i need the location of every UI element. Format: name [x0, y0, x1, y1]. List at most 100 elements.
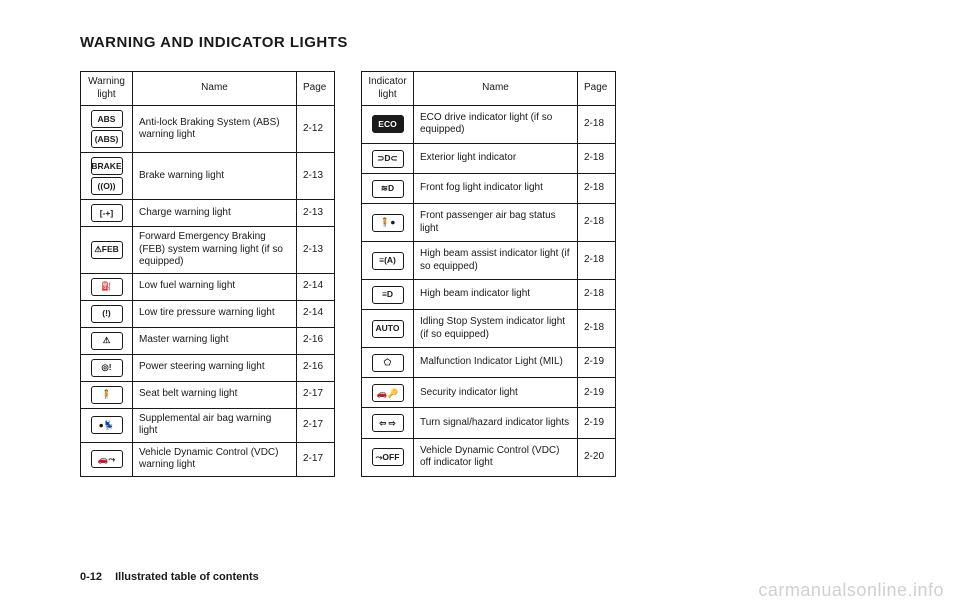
footer-text: Illustrated table of contents [115, 571, 259, 583]
table-row: 🚗⤳ Vehicle Dynamic Control (VDC) warning … [81, 442, 335, 476]
indicator-icon: (ABS) [91, 130, 123, 148]
cell-name: ECO drive indicator light (if so equippe… [414, 106, 578, 144]
indicator-icon: 🚗⤳ [91, 450, 123, 468]
indicator-icon: ≡(A) [372, 252, 404, 270]
table-row: BRAKE ((O)) Brake warning light2-13 [81, 153, 335, 200]
cell-page: 2-19 [578, 348, 616, 378]
th-icon: Warning light [81, 72, 133, 106]
indicator-icon: 🧍● [372, 214, 404, 232]
cell-page: 2-18 [578, 310, 616, 348]
cell-page: 2-13 [297, 200, 335, 227]
cell-icon: BRAKE ((O)) [81, 153, 133, 200]
cell-page: 2-18 [578, 106, 616, 144]
cell-page: 2-18 [578, 242, 616, 280]
cell-icon: ⊃D⊂ [362, 143, 414, 173]
cell-name: Forward Emergency Braking (FEB) system w… [133, 227, 297, 274]
indicator-icon: (!) [91, 305, 123, 323]
cell-name: Supplemental air bag warning light [133, 408, 297, 442]
cell-icon: ≡D [362, 280, 414, 310]
table-row: ⤳OFF Vehicle Dynamic Control (VDC) off in… [362, 438, 616, 476]
indicator-icon: ((O)) [91, 177, 123, 195]
th-name: Name [133, 72, 297, 106]
th-page: Page [297, 72, 335, 106]
table-row: ⬠ Malfunction Indicator Light (MIL)2-19 [362, 348, 616, 378]
indicator-icon: ≋D [372, 180, 404, 198]
indicator-icon: ABS [91, 110, 123, 128]
cell-page: 2-14 [297, 300, 335, 327]
indicator-icon: ◎! [91, 359, 123, 377]
th-page: Page [578, 72, 616, 106]
cell-icon: 🧍 [81, 381, 133, 408]
table-row: ●💺 Supplemental air bag warning light2-17 [81, 408, 335, 442]
cell-page: 2-17 [297, 381, 335, 408]
table-row: ◎! Power steering warning light2-16 [81, 354, 335, 381]
table-row: ≡(A) High beam assist indicator light (if… [362, 242, 616, 280]
cell-icon: ⛽ [81, 273, 133, 300]
cell-name: Security indicator light [414, 378, 578, 408]
cell-name: Vehicle Dynamic Control (VDC) off indica… [414, 438, 578, 476]
table-row: 🚗🔑Security indicator light2-19 [362, 378, 616, 408]
cell-name: Power steering warning light [133, 354, 297, 381]
cell-name: Idling Stop System indicator light (if s… [414, 310, 578, 348]
indicator-icon: AUTO [372, 320, 404, 338]
cell-icon: ABS (ABS) [81, 106, 133, 153]
cell-name: Seat belt warning light [133, 381, 297, 408]
indicator-table: Indicator light Name Page ECOECO drive i… [361, 71, 616, 477]
cell-name: Malfunction Indicator Light (MIL) [414, 348, 578, 378]
indicator-icon: ⚠FEB [91, 241, 123, 259]
table-row: ⚠Master warning light2-16 [81, 327, 335, 354]
cell-page: 2-17 [297, 408, 335, 442]
table-row: (!) Low tire pressure warning light2-14 [81, 300, 335, 327]
cell-page: 2-14 [297, 273, 335, 300]
table-row: AUTO Idling Stop System indicator light (… [362, 310, 616, 348]
cell-icon: (!) [81, 300, 133, 327]
cell-icon: 🚗⤳ [81, 442, 133, 476]
indicator-icon: ⤳OFF [372, 448, 404, 466]
footer-page: 0-12 [80, 571, 102, 583]
table-row: ABS (ABS) Anti-lock Braking System (ABS) w… [81, 106, 335, 153]
indicator-icon: ECO [372, 115, 404, 133]
cell-name: Exterior light indicator [414, 143, 578, 173]
cell-name: Front passenger air bag status light [414, 204, 578, 242]
cell-page: 2-18 [578, 174, 616, 204]
watermark: carmanualsonline.info [758, 580, 944, 601]
cell-icon: ⇦ ⇨ [362, 408, 414, 438]
cell-page: 2-16 [297, 327, 335, 354]
cell-name: High beam assist indicator light (if so … [414, 242, 578, 280]
indicator-icon: ≡D [372, 286, 404, 304]
cell-name: Front fog light indicator light [414, 174, 578, 204]
cell-page: 2-18 [578, 143, 616, 173]
cell-name: Master warning light [133, 327, 297, 354]
cell-icon: ⚠ [81, 327, 133, 354]
indicator-icon: BRAKE [91, 157, 123, 175]
cell-name: High beam indicator light [414, 280, 578, 310]
cell-icon: ≋D [362, 174, 414, 204]
cell-page: 2-19 [578, 408, 616, 438]
indicator-icon: ⬠ [372, 354, 404, 372]
cell-name: Vehicle Dynamic Control (VDC) warning li… [133, 442, 297, 476]
cell-icon: ●💺 [81, 408, 133, 442]
cell-name: Anti-lock Braking System (ABS) warning l… [133, 106, 297, 153]
cell-page: 2-18 [578, 280, 616, 310]
cell-page: 2-16 [297, 354, 335, 381]
page-title: WARNING AND INDICATOR LIGHTS [80, 34, 890, 51]
cell-icon: 🧍● [362, 204, 414, 242]
indicator-icon: 🚗🔑 [372, 384, 404, 402]
indicator-icon: ⛽ [91, 278, 123, 296]
cell-icon: ECO [362, 106, 414, 144]
cell-icon: ⬠ [362, 348, 414, 378]
indicator-icon: ●💺 [91, 416, 123, 434]
cell-page: 2-18 [578, 204, 616, 242]
cell-name: Brake warning light [133, 153, 297, 200]
cell-name: Low tire pressure warning light [133, 300, 297, 327]
cell-icon: [-+] [81, 200, 133, 227]
cell-page: 2-13 [297, 153, 335, 200]
table-row: ≋D Front fog light indicator light2-18 [362, 174, 616, 204]
indicator-icon: ⊃D⊂ [372, 150, 404, 168]
table-row: ⚠FEB Forward Emergency Braking (FEB) syst… [81, 227, 335, 274]
table-row: ECO ECO drive indicator light (if so equi… [362, 106, 616, 144]
cell-icon: ◎! [81, 354, 133, 381]
table-row: ⊃D⊂ Exterior light indicator2-18 [362, 143, 616, 173]
th-name: Name [414, 72, 578, 106]
warning-table: Warning light Name Page ABS (ABS) Anti-loc… [80, 71, 335, 477]
